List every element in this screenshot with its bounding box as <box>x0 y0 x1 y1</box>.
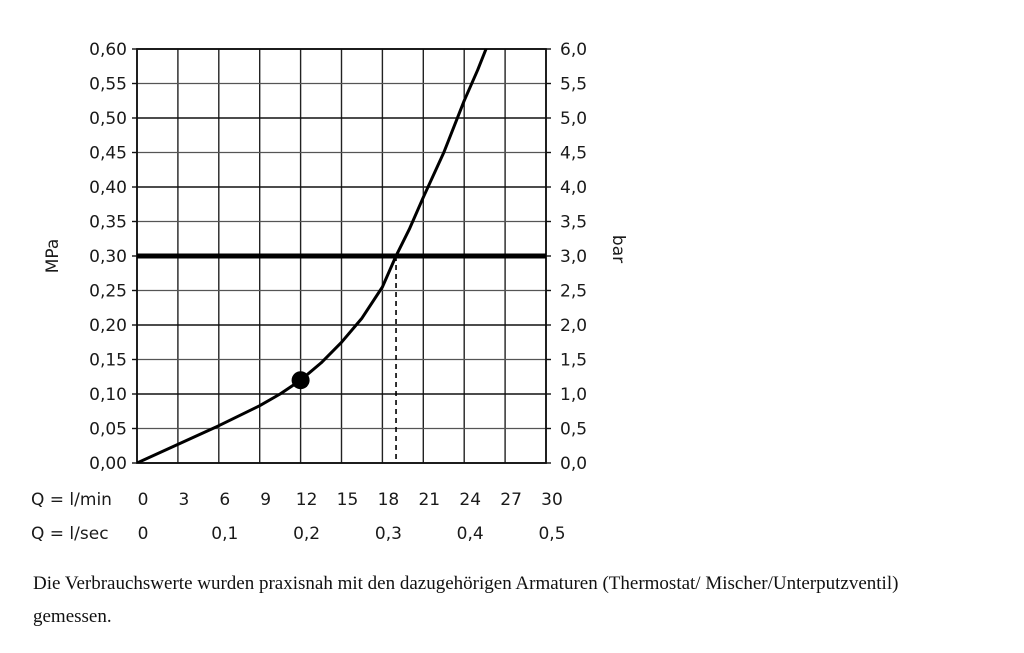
y-tick-label: 0,40 <box>89 178 127 198</box>
y2-tick-label: 1,5 <box>560 351 587 371</box>
x-tick-label: 0,2 <box>293 524 320 544</box>
x-tick-label: 18 <box>378 490 400 510</box>
y-tick-label: 0,45 <box>89 144 127 164</box>
x-tick-label: 27 <box>500 490 522 510</box>
y-tick-label: 0,35 <box>89 213 127 233</box>
x-tick-label: 0,3 <box>375 524 402 544</box>
x-tick-label: 12 <box>296 490 318 510</box>
y2-tick-label: 5,0 <box>560 109 587 129</box>
x-tick-label: 21 <box>418 490 440 510</box>
x-tick-label: 6 <box>219 490 230 510</box>
y-tick-label: 0,30 <box>89 247 127 267</box>
y-tick-label: 0,50 <box>89 109 127 129</box>
y-tick-label: 0,20 <box>89 316 127 336</box>
x-row-label: Q = l/min <box>31 490 112 510</box>
y-tick-label: 0,55 <box>89 75 127 95</box>
y2-tick-label: 4,0 <box>560 178 587 198</box>
series-line <box>137 49 488 463</box>
y-axis-ticks: 0,00 0,05 0,10 0,15 0,20 0,25 0,30 0,35 0,40 0,45… <box>89 40 127 474</box>
x-tick-label: 9 <box>260 490 271 510</box>
y-axis-title: MPa <box>43 239 63 274</box>
y2-tick-label: 6,0 <box>560 40 587 60</box>
y2-tick-label: 3,0 <box>560 247 587 267</box>
y2-tick-label: 0,0 <box>560 454 587 474</box>
x-row-label: Q = l/sec <box>31 524 109 544</box>
x-tick-label: 0,4 <box>457 524 484 544</box>
chart-lines <box>137 49 546 463</box>
y2-tick-label: 3,5 <box>560 213 587 233</box>
y2-tick-label: 5,5 <box>560 75 587 95</box>
y2-tick-label: 2,0 <box>560 316 587 336</box>
x-tick-label: 3 <box>178 490 189 510</box>
y2-axis-title: bar <box>608 235 628 263</box>
y2-tick-label: 1,0 <box>560 385 587 405</box>
x-tick-label: 24 <box>459 490 481 510</box>
x-axis-ticks: Q = l/min 0 3 6 9 12 15 18 21 24 27 30 Q = l/sec 0 0,1… <box>31 490 566 544</box>
chart-caption: Die Verbrauchswerte wurden praxisnah mit… <box>33 573 899 627</box>
y-tick-label: 0,00 <box>89 454 127 474</box>
y-tick-label: 0,10 <box>89 385 127 405</box>
x-tick-label: 0,1 <box>211 524 238 544</box>
y2-axis-ticks: 0,0 0,5 1,0 1,5 2,0 2,5 3,0 3,5 4,0 4,5 5,0 5,5 6,0 <box>560 40 587 474</box>
y2-tick-label: 4,5 <box>560 144 587 164</box>
x-tick-label: 0 <box>138 490 149 510</box>
y-tick-label: 0,25 <box>89 282 127 302</box>
y-tick-label: 0,15 <box>89 351 127 371</box>
x-tick-label: 0,5 <box>538 524 565 544</box>
highlight-point <box>291 371 310 390</box>
x-tick-label: 15 <box>337 490 359 510</box>
y2-tick-label: 0,5 <box>560 420 587 440</box>
y-tick-label: 0,60 <box>89 40 127 60</box>
y-tick-label: 0,05 <box>89 420 127 440</box>
x-tick-label: 30 <box>541 490 563 510</box>
x-tick-label: 0 <box>138 524 149 544</box>
flow-pressure-chart: 0,000,050,100,150,200,250,300,350,400,45… <box>31 40 628 544</box>
y2-tick-label: 2,5 <box>560 282 587 302</box>
